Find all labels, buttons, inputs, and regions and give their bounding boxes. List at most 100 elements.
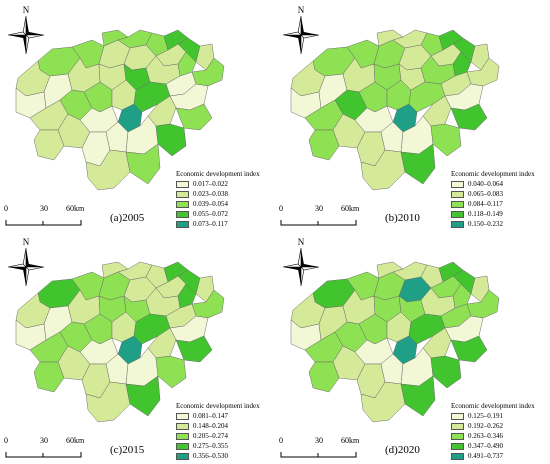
legend-range-label: 0.084–0.117 [468, 200, 503, 208]
scale-label-60: 60km [341, 436, 360, 445]
north-arrow-icon: N [7, 237, 45, 287]
legend-swatch [176, 221, 189, 228]
legend-item-4: 0.118–0.149 [451, 210, 503, 219]
legend-item-2: 0.192–0.262 [451, 422, 503, 431]
scale-label-30: 30 [315, 204, 323, 213]
county-region-12 [470, 275, 490, 303]
map-panel-2: N 0 30 60km (b)2010 [275, 0, 550, 232]
county-region-33 [33, 129, 65, 161]
legend-item-4: 0.275–0.355 [176, 442, 228, 451]
scale-bar-icon [280, 220, 357, 226]
legend-item-3: 0.084–0.117 [451, 200, 503, 209]
north-arrow: N [6, 4, 46, 56]
legend-item-1: 0.017–0.022 [176, 180, 228, 189]
north-arrow: N [281, 4, 321, 56]
legend-range-label: 0.039–0.054 [193, 200, 228, 208]
choropleth-map [290, 261, 500, 423]
scale-bar: 0 30 60km [2, 436, 112, 462]
legend-range-label: 0.073–0.117 [193, 220, 228, 228]
legend-range-label: 0.148–0.204 [193, 422, 228, 430]
legend-item-1: 0.040–0.064 [451, 180, 503, 189]
county-region-39 [125, 143, 161, 185]
north-arrow-icon: N [282, 5, 320, 55]
legend-range-label: 0.055–0.072 [193, 210, 228, 218]
choropleth-map [15, 29, 225, 191]
legend-item-4: 0.055–0.072 [176, 210, 228, 219]
legend-swatch [451, 221, 464, 228]
choropleth-map [290, 29, 500, 191]
scale-label-0: 0 [4, 204, 8, 213]
scale-bar: 0 30 60km [2, 204, 112, 230]
scale-label-60: 60km [66, 204, 85, 213]
county-region-37 [155, 123, 187, 157]
legend-range-label: 0.023–0.038 [193, 190, 228, 198]
legend-range-label: 0.065–0.083 [468, 190, 503, 198]
county-region-37 [430, 355, 462, 389]
legend-swatch [451, 423, 464, 430]
legend-swatch [176, 191, 189, 198]
legend-range-label: 0.125–0.191 [468, 412, 503, 420]
legend-range-label: 0.356–0.530 [193, 452, 228, 460]
north-arrow: N [6, 236, 46, 288]
legend-range-label: 0.347–0.490 [468, 442, 503, 450]
legend-item-3: 0.205–0.274 [176, 432, 228, 441]
north-arrow-icon: N [7, 5, 45, 55]
map-panel-1: N 0 30 60km (a)2005 [0, 0, 275, 232]
panel-label: (d)2020 [385, 444, 420, 456]
legend-range-label: 0.118–0.149 [468, 210, 503, 218]
legend-swatch [451, 211, 464, 218]
north-label: N [23, 237, 30, 247]
county-region-33 [33, 361, 65, 393]
county-region-12 [470, 43, 490, 71]
legend-item-5: 0.073–0.117 [176, 220, 228, 229]
legend-swatch [451, 201, 464, 208]
north-label: N [298, 5, 305, 15]
choropleth-map [15, 261, 225, 423]
legend-swatch [176, 201, 189, 208]
legend-range-label: 0.275–0.355 [193, 442, 228, 450]
scale-label-0: 0 [279, 204, 283, 213]
legend-swatch [451, 181, 464, 188]
legend-item-4: 0.347–0.490 [451, 442, 503, 451]
legend-swatch [176, 433, 189, 440]
county-region-39 [125, 375, 161, 417]
legend-swatch [451, 191, 464, 198]
county-region-39 [400, 375, 436, 417]
county-region-39 [400, 143, 436, 185]
scale-label-60: 60km [341, 204, 360, 213]
legend-range-label: 0.205–0.274 [193, 432, 228, 440]
legend-title: Economic development index [176, 170, 260, 178]
scale-label-30: 30 [40, 204, 48, 213]
scale-label-0: 0 [4, 436, 8, 445]
map-panel-4: N 0 30 60km (d)2020 [275, 232, 550, 464]
county-region-4 [101, 261, 129, 279]
county-region-33 [308, 361, 340, 393]
legend-item-1: 0.081–0.147 [176, 412, 228, 421]
scale-bar: 0 30 60km [277, 436, 387, 462]
legend-title: Economic development index [176, 402, 260, 410]
north-label: N [23, 5, 30, 15]
legend-range-label: 0.081–0.147 [193, 412, 228, 420]
legend-range-label: 0.263–0.346 [468, 432, 503, 440]
county-region-33 [308, 129, 340, 161]
legend-item-5: 0.356–0.530 [176, 452, 228, 461]
scale-bar: 0 30 60km [277, 204, 387, 230]
legend-item-1: 0.125–0.191 [451, 412, 503, 421]
legend-swatch [176, 423, 189, 430]
legend-item-2: 0.148–0.204 [176, 422, 228, 431]
scale-bar-icon [5, 220, 82, 226]
legend-swatch [176, 443, 189, 450]
legend-item-2: 0.065–0.083 [451, 190, 503, 199]
legend-item-2: 0.023–0.038 [176, 190, 228, 199]
scale-bar-icon [280, 452, 357, 458]
scale-label-30: 30 [40, 436, 48, 445]
legend-swatch [176, 453, 189, 460]
county-region-37 [155, 355, 187, 389]
county-region-4 [376, 29, 404, 47]
legend-item-3: 0.263–0.346 [451, 432, 503, 441]
panel-label: (b)2010 [385, 212, 420, 224]
legend-item-5: 0.491–0.737 [451, 452, 503, 461]
legend-title: Economic development index [451, 402, 535, 410]
legend-range-label: 0.040–0.064 [468, 180, 503, 188]
